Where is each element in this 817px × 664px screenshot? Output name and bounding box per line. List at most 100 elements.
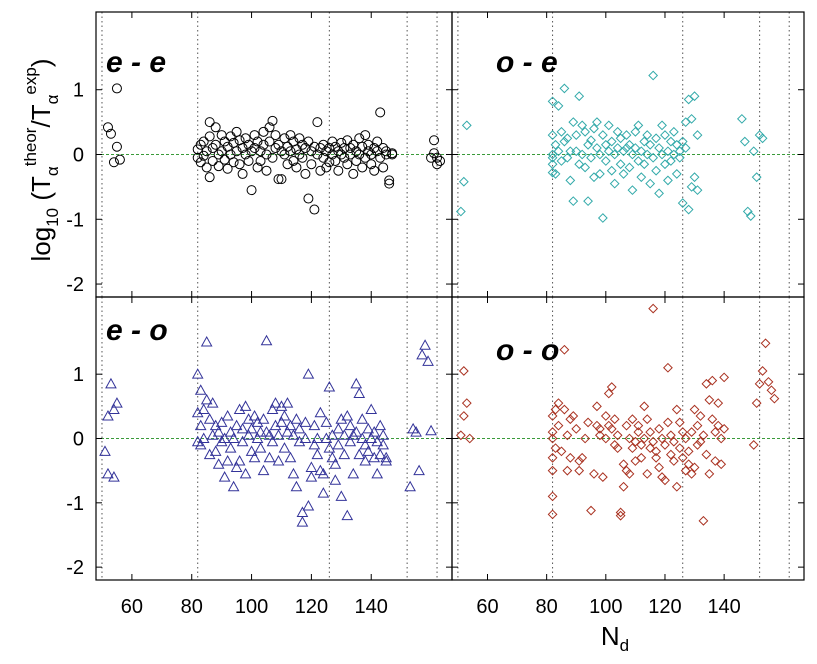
data-point [547,149,558,160]
data-point [329,458,342,469]
data-point [270,143,281,154]
data-point [245,445,258,456]
data-point [111,83,122,94]
data-point [615,133,626,144]
data-point [275,400,288,411]
x-axis-label: Nd [601,621,629,655]
data-point [550,443,561,454]
data-point [615,510,626,521]
data-point [230,419,243,431]
data-point [642,130,653,140]
data-point [455,430,466,441]
data-point [323,381,336,392]
data-point [639,136,650,147]
data-point [550,139,561,150]
data-point [663,417,673,428]
panel-frame [451,296,805,581]
data-point [580,433,591,444]
data-point [291,144,302,155]
data-point [547,509,558,520]
data-point [660,440,670,450]
data-point [683,446,694,457]
data-point [713,398,724,409]
data-point [356,432,369,443]
data-point [612,126,623,137]
x-tick-label: 60 [121,596,143,618]
data-point [654,462,664,473]
data-point [267,152,278,163]
panel-title: o - e [496,46,558,79]
data-point [299,432,312,443]
data-point [657,149,667,160]
data-point [320,432,333,443]
data-point [695,436,706,447]
data-point [212,426,225,437]
data-point [366,159,377,170]
data-point [577,149,588,160]
data-point [257,413,270,424]
data-point [197,432,210,443]
data-point [207,143,218,154]
x-tick-label: 140 [707,596,740,618]
data-point [455,206,466,217]
data-point [213,161,224,172]
data-point [654,423,664,434]
data-point [380,454,393,466]
data-point [663,362,673,373]
data-point [583,139,593,150]
data-point [207,155,218,166]
data-point [589,123,599,134]
data-point [249,143,260,154]
y-axis-label-log: log [26,227,56,262]
data-point [254,426,267,437]
data-point [384,175,395,186]
data-point [212,458,225,469]
data-point [592,117,602,128]
data-point [683,204,694,215]
data-point [592,143,602,153]
data-point [621,143,632,153]
data-point [263,429,276,440]
data-point [547,159,558,170]
data-point [636,146,647,157]
data-point [692,440,703,450]
data-point [701,449,712,460]
data-point [312,149,323,160]
data-point [356,413,369,424]
data-point [324,143,335,154]
y-tick-label: 0 [73,429,84,451]
data-point [615,507,626,518]
data-point [342,159,353,170]
data-point [204,172,215,183]
data-point [335,413,348,424]
data-point [562,152,573,163]
data-point [377,438,390,450]
data-point [562,465,573,476]
data-point [574,159,585,170]
data-point [568,196,579,207]
data-point [375,107,386,118]
data-point [357,141,368,152]
data-point [680,143,691,153]
data-point [600,139,611,150]
data-point [594,149,605,160]
data-point [375,152,386,163]
data-point [378,162,389,173]
data-point [240,133,251,144]
data-point [769,393,780,404]
y-tick-label: 1 [73,80,84,102]
data-point [200,393,213,405]
data-point [311,432,324,443]
data-point [297,139,308,150]
data-point [695,411,706,421]
data-point [642,414,653,425]
y-axis-label-slash: /T [26,104,56,127]
data-point [547,491,558,502]
data-point [353,387,366,398]
data-point [260,334,273,346]
data-point [204,131,215,142]
data-point [660,159,670,170]
data-point [677,427,688,437]
data-point [269,419,282,431]
